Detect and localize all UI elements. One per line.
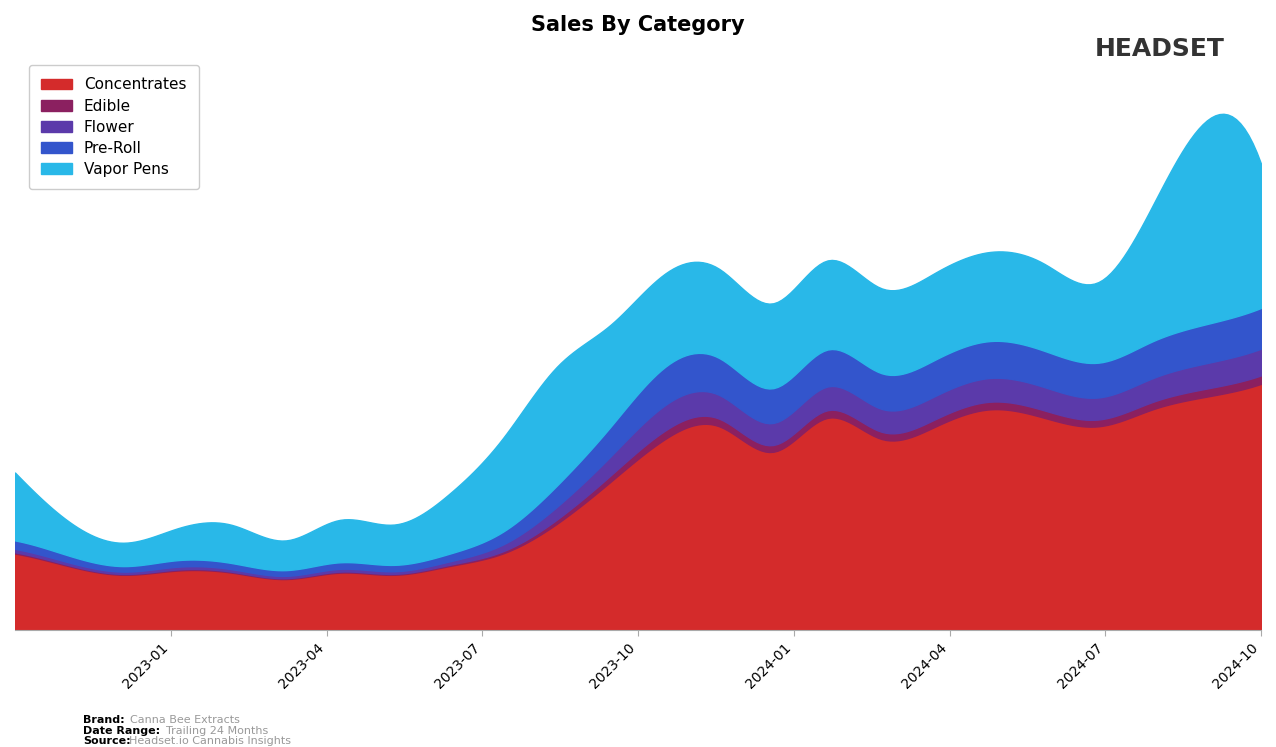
Text: Trailing 24 Months: Trailing 24 Months: [166, 725, 268, 736]
Text: HEADSET: HEADSET: [1095, 37, 1225, 61]
Title: Sales By Category: Sales By Category: [531, 15, 745, 35]
Legend: Concentrates, Edible, Flower, Pre-Roll, Vapor Pens: Concentrates, Edible, Flower, Pre-Roll, …: [29, 65, 199, 189]
Text: Source:: Source:: [83, 736, 130, 746]
Text: Canna Bee Extracts: Canna Bee Extracts: [130, 715, 240, 725]
Text: Date Range:: Date Range:: [83, 725, 160, 736]
Text: Brand:: Brand:: [83, 715, 125, 725]
Text: Headset.io Cannabis Insights: Headset.io Cannabis Insights: [129, 736, 291, 746]
